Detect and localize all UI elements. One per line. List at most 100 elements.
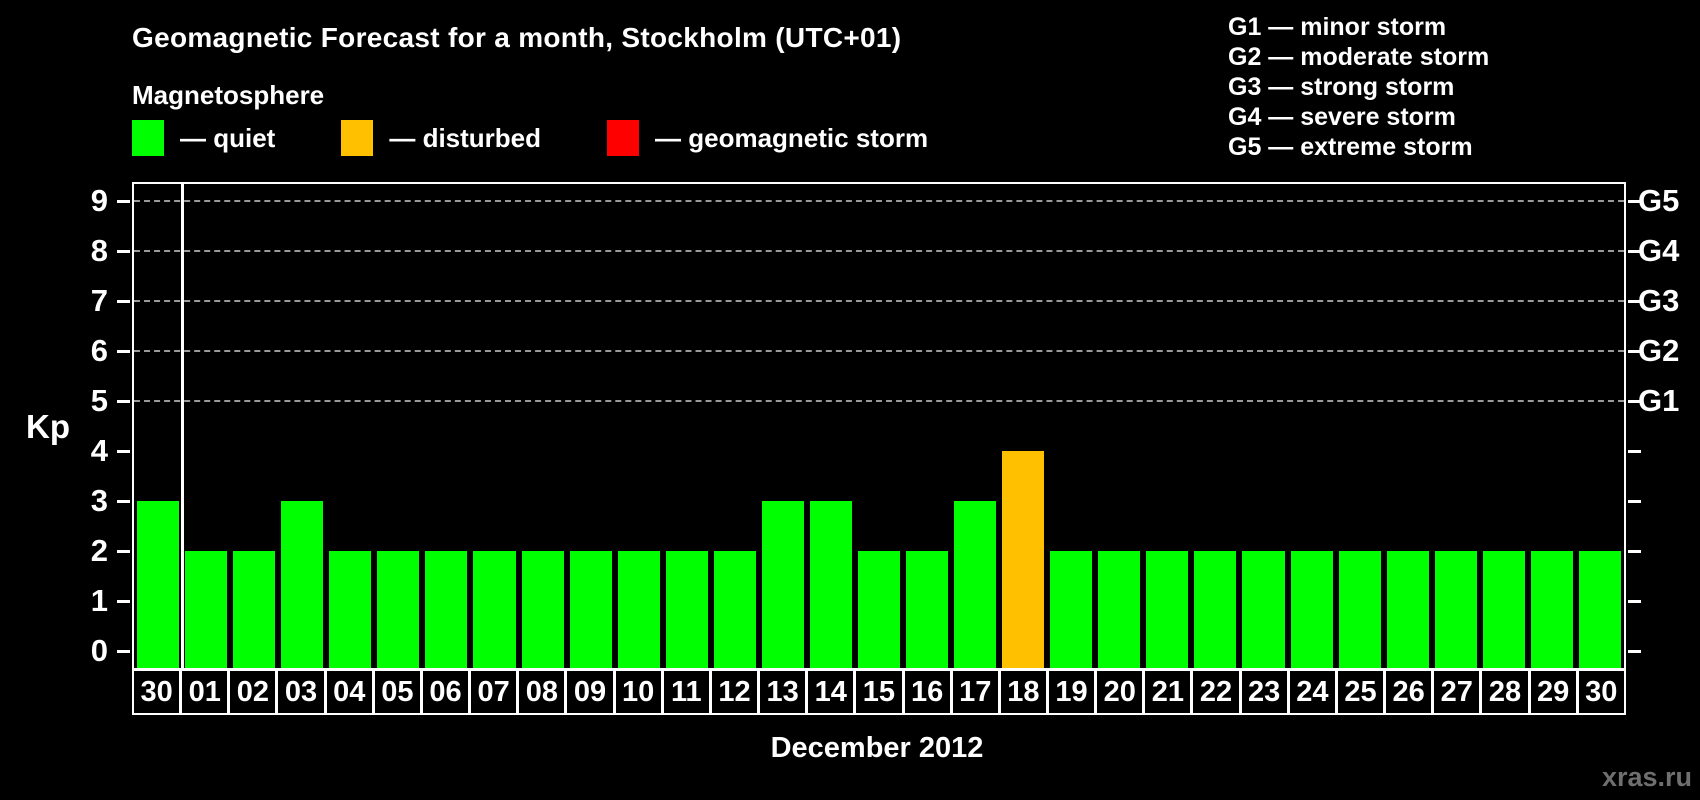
y-axis-title-kp: Kp bbox=[26, 408, 70, 445]
day-label-18: 18 bbox=[1001, 671, 1049, 713]
kp-bar-day-24 bbox=[1290, 551, 1333, 668]
day-label-23: 23 bbox=[1242, 671, 1290, 713]
day-label-21: 21 bbox=[1145, 671, 1194, 713]
left-tick-kp4 bbox=[117, 450, 130, 453]
kp-bar-day-25 bbox=[1338, 551, 1381, 668]
day-label-25: 25 bbox=[1338, 671, 1387, 713]
kp-bar-day-08 bbox=[521, 551, 564, 668]
left-tick-kp5 bbox=[117, 400, 130, 403]
kp-bar-day-30 bbox=[137, 501, 180, 668]
left-tick-kp8 bbox=[117, 250, 130, 253]
left-tick-kp6 bbox=[117, 350, 130, 353]
right-tick-kp0 bbox=[1628, 650, 1641, 653]
right-tick-kp4 bbox=[1628, 450, 1641, 453]
kp-bar-day-14 bbox=[809, 501, 852, 668]
disturbed-color-swatch bbox=[341, 120, 374, 156]
day-label-26: 26 bbox=[1386, 671, 1435, 713]
day-label-22: 22 bbox=[1193, 671, 1242, 713]
left-tick-kp2 bbox=[117, 550, 130, 553]
day-label-11: 11 bbox=[664, 671, 712, 713]
g-legend-line-g5: G5 — extreme storm bbox=[1228, 133, 1473, 161]
kp-bar-day-12 bbox=[713, 551, 756, 668]
kp-tick-label-3: 3 bbox=[90, 483, 108, 518]
kp-bar-day-29 bbox=[1530, 551, 1573, 668]
day-label-13: 13 bbox=[760, 671, 809, 713]
kp-bar-day-30 bbox=[1578, 551, 1621, 668]
legend-item-quiet: — quiet bbox=[132, 120, 275, 156]
legend-item-storm: — geomagnetic storm bbox=[607, 120, 928, 156]
day-label-20: 20 bbox=[1097, 671, 1146, 713]
day-label-29: 29 bbox=[1531, 671, 1579, 713]
right-tick-kp2 bbox=[1628, 550, 1641, 553]
kp-tick-label-6: 6 bbox=[90, 333, 108, 368]
kp-bar-day-19 bbox=[1050, 551, 1093, 668]
kp-bar-day-23 bbox=[1242, 551, 1285, 668]
legend-label-quiet: — quiet bbox=[180, 122, 276, 153]
g-axis-label-g4: G4 bbox=[1638, 233, 1680, 268]
g-legend-line-g3: G3 — strong storm bbox=[1228, 73, 1455, 101]
day-label-15: 15 bbox=[856, 671, 905, 713]
kp-bar-day-11 bbox=[665, 551, 708, 668]
day-label-30: 30 bbox=[1585, 676, 1618, 708]
right-tick-kp5 bbox=[1628, 400, 1641, 403]
chart-title: Geomagnetic Forecast for a month, Stockh… bbox=[132, 22, 902, 53]
left-tick-kp9 bbox=[117, 200, 130, 203]
day-label-08: 08 bbox=[519, 671, 568, 713]
kp-bar-day-26 bbox=[1386, 551, 1429, 668]
kp-bar-day-28 bbox=[1482, 551, 1525, 668]
right-tick-kp1 bbox=[1628, 600, 1641, 603]
g-scale-legend: G1 — minor storm G2 — moderate storm G3 … bbox=[1228, 12, 1489, 162]
day-label-19: 19 bbox=[1049, 671, 1098, 713]
day-label-12: 12 bbox=[712, 671, 761, 713]
left-tick-kp3 bbox=[117, 500, 130, 503]
kp-bar-day-27 bbox=[1434, 551, 1477, 668]
gridline-kp8 bbox=[134, 250, 1624, 252]
right-tick-kp6 bbox=[1628, 350, 1641, 353]
kp-tick-label-9: 9 bbox=[90, 183, 108, 218]
right-tick-kp9 bbox=[1628, 200, 1641, 203]
day-label-28: 28 bbox=[1482, 671, 1531, 713]
day-label-01: 01 bbox=[182, 671, 231, 713]
kp-bar-day-02 bbox=[233, 551, 276, 668]
storm-color-swatch bbox=[607, 120, 640, 156]
kp-bar-day-22 bbox=[1194, 551, 1237, 668]
kp-bar-day-07 bbox=[473, 551, 516, 668]
right-tick-kp8 bbox=[1628, 250, 1641, 253]
right-tick-kp7 bbox=[1628, 300, 1641, 303]
day-label-30: 30 bbox=[134, 671, 183, 713]
g-legend-line-g2: G2 — moderate storm bbox=[1228, 43, 1490, 71]
x-axis-title: December 2012 bbox=[770, 732, 984, 764]
left-tick-kp1 bbox=[117, 600, 130, 603]
kp-bar-day-17 bbox=[954, 501, 997, 668]
gridline-kp6 bbox=[134, 350, 1624, 352]
day-label-row: 30 01 02 03 04 05 06 07 08 09 10 11 12 13 14 15 16 17 18 19… bbox=[132, 669, 1626, 715]
day-label-06: 06 bbox=[423, 671, 472, 713]
kp-bar-day-06 bbox=[425, 551, 468, 668]
day-label-09: 09 bbox=[567, 671, 616, 713]
kp-bar-day-09 bbox=[569, 551, 612, 668]
left-tick-kp7 bbox=[117, 300, 130, 303]
gridline-kp7 bbox=[134, 300, 1624, 302]
plot-area: Kp 0 1 2 3 4 5 6 7 8 9 G1 G2 G3 G4 G5 bbox=[26, 182, 1679, 670]
legend-item-disturbed: — disturbed bbox=[341, 120, 541, 156]
day-label-17: 17 bbox=[953, 671, 1001, 713]
kp-bar-day-10 bbox=[617, 551, 660, 668]
g-legend-line-g1: G1 — minor storm bbox=[1228, 13, 1447, 41]
day-label-05: 05 bbox=[375, 671, 423, 713]
g-legend-line-g4: G4 — severe storm bbox=[1228, 103, 1456, 131]
chart-subtitle: Magnetosphere bbox=[132, 80, 325, 110]
kp-bar-day-13 bbox=[761, 501, 804, 668]
kp-tick-label-7: 7 bbox=[90, 283, 108, 318]
kp-bar-day-04 bbox=[329, 551, 372, 668]
kp-tick-label-2: 2 bbox=[90, 533, 108, 568]
month-separator-line bbox=[180, 184, 184, 668]
kp-tick-label-8: 8 bbox=[90, 233, 108, 268]
day-label-02: 02 bbox=[230, 671, 279, 713]
kp-tick-label-1: 1 bbox=[90, 583, 108, 618]
kp-bar-day-20 bbox=[1098, 551, 1141, 668]
kp-bar-day-16 bbox=[906, 551, 949, 668]
day-label-03: 03 bbox=[278, 671, 327, 713]
kp-bar-day-18 bbox=[1002, 451, 1045, 668]
kp-bar-day-15 bbox=[857, 551, 901, 668]
